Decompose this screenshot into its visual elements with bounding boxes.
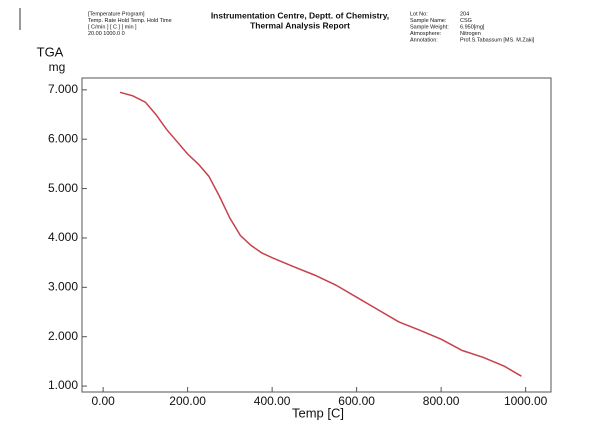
info-label: Lot No: xyxy=(410,11,428,17)
x-tick-label: 200.00 xyxy=(169,394,206,408)
program-text: [ C/min ] [ C ] [ min ] xyxy=(88,24,137,30)
info-value: CSG xyxy=(460,18,472,24)
y-axis-label: TGA xyxy=(37,44,64,59)
x-axis-label: Temp [C] xyxy=(292,405,344,420)
y-tick-label: 6.000 xyxy=(48,131,78,145)
program-text: Temp. Rate Hold Temp. Hold Time xyxy=(88,18,172,24)
report-title: Thermal Analysis Report xyxy=(250,20,350,30)
x-tick-label: 600.00 xyxy=(338,394,375,408)
x-tick-label: 1000.00 xyxy=(504,394,548,408)
x-tick-label: 0.00 xyxy=(91,394,115,408)
program-text: [Temperature Program] xyxy=(88,11,145,17)
info-value: 204 xyxy=(460,11,469,17)
info-label: Sample Name: xyxy=(410,18,447,24)
x-tick-label: 800.00 xyxy=(423,394,460,408)
info-label: Annotation: xyxy=(410,37,438,43)
info-value: Nitrogen xyxy=(460,31,481,37)
program-text: 20.00 1000.0 0 xyxy=(88,31,125,37)
y-tick-label: 5.000 xyxy=(48,181,78,195)
info-label: Atmosphere: xyxy=(410,31,442,37)
y-tick-label: 3.000 xyxy=(48,280,78,294)
y-tick-label: 1.000 xyxy=(48,378,78,392)
info-label: Sample Weight: xyxy=(410,24,449,30)
y-axis-unit: mg xyxy=(49,60,66,74)
info-value: Prof.S.Tabassum [MS. M.Zaki] xyxy=(460,37,535,43)
report-title: Instrumentation Centre, Deptt. of Chemis… xyxy=(211,10,389,20)
data-line xyxy=(119,91,522,377)
y-tick-label: 7.000 xyxy=(48,82,78,96)
y-tick-label: 4.000 xyxy=(48,230,78,244)
x-tick-label: 400.00 xyxy=(254,394,291,408)
y-tick-label: 2.000 xyxy=(48,329,78,343)
info-value: 6.950[mg] xyxy=(460,24,485,30)
plot-frame xyxy=(81,77,552,393)
